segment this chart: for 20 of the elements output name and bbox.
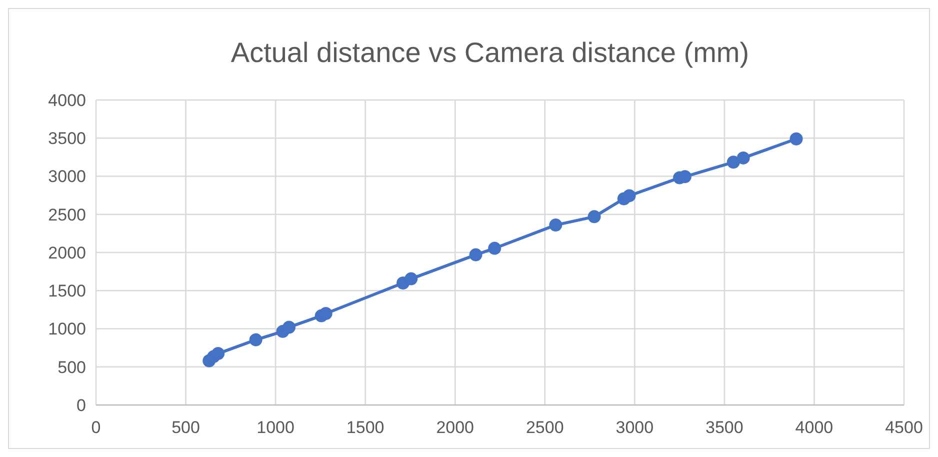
y-tick-label: 500 — [58, 358, 86, 377]
x-tick-label: 2500 — [526, 418, 564, 437]
x-tick-label: 500 — [172, 418, 200, 437]
y-tick-label: 3000 — [48, 167, 86, 186]
chart-title: Actual distance vs Camera distance (mm) — [230, 37, 750, 68]
x-tick-label: 4500 — [885, 418, 923, 437]
y-tick-label: 1000 — [48, 320, 86, 339]
x-tick-label: 4000 — [795, 418, 834, 437]
y-tick-label: 2500 — [48, 205, 86, 224]
y-tick-label: 1500 — [48, 282, 86, 301]
y-tick-label: 4000 — [48, 90, 86, 110]
x-tick-label: 1500 — [346, 418, 384, 437]
x-tick-label: 3500 — [706, 418, 744, 437]
x-tick-label: 2000 — [436, 418, 474, 437]
y-tick-label: 2000 — [48, 243, 86, 262]
y-tick-label: 0 — [76, 396, 86, 415]
x-tick-label: 0 — [91, 418, 101, 437]
y-tick-label: 3500 — [48, 129, 86, 148]
x-tick-label: 3000 — [616, 418, 654, 437]
x-tick-label: 1000 — [256, 418, 294, 437]
